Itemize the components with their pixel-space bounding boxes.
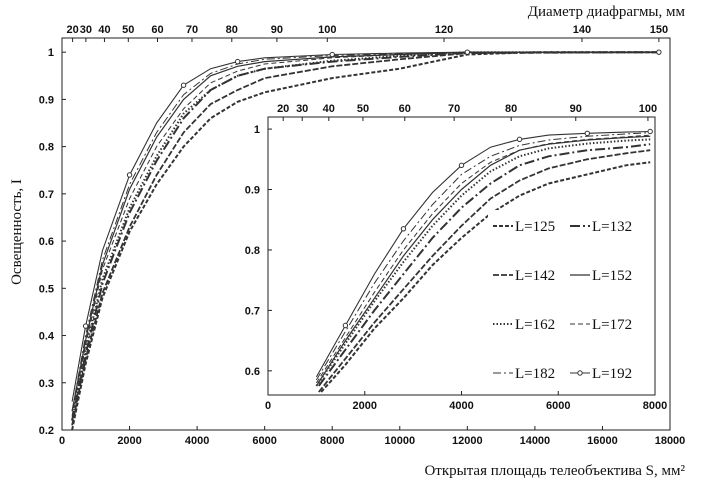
main-top-tick-label: 90 bbox=[271, 24, 283, 36]
main-series-line bbox=[71, 51, 659, 426]
legend-label: L=162 bbox=[515, 317, 555, 333]
legend-label: L=125 bbox=[515, 219, 555, 235]
inset-top-tick-label: 20 bbox=[277, 103, 289, 115]
main-x-tick-label: 2000 bbox=[117, 435, 141, 447]
main-y-tick-label: 1 bbox=[48, 47, 54, 59]
main-y-tick-label: 0.7 bbox=[39, 189, 54, 201]
x-axis-title: Открытая площадь телеобъектива S, мм² bbox=[424, 463, 685, 479]
main-top-tick-label: 120 bbox=[435, 24, 453, 36]
inset-y-tick-label: 0.9 bbox=[245, 185, 260, 197]
top-axis-title: Диаметр диафрагмы, мм bbox=[528, 4, 686, 20]
legend-marker bbox=[577, 370, 583, 376]
main-top-tick-label: 140 bbox=[573, 24, 591, 36]
main-series-marker bbox=[234, 58, 241, 65]
main-top-tick-label: 40 bbox=[98, 24, 110, 36]
main-x-tick-label: 10000 bbox=[384, 435, 415, 447]
main-top-tick-label: 80 bbox=[226, 24, 238, 36]
inset-chart: 0 2000 4000 6000 8000 0.6 0.7 0.8 0.9 1 20 30 40 50 60… bbox=[245, 103, 668, 412]
inset-x-tick-label: 4000 bbox=[449, 400, 473, 412]
main-y-tick-label: 0.8 bbox=[39, 142, 54, 154]
inset-x-tick-label: 2000 bbox=[353, 400, 377, 412]
legend: L=125 L=132 L=142 L=152 L=162 L=172 L=182 L=192 bbox=[488, 210, 648, 382]
main-series-line bbox=[71, 51, 659, 421]
main-series-line bbox=[71, 51, 659, 416]
main-series-line bbox=[71, 51, 659, 431]
main-y-tick-label: 0.2 bbox=[39, 425, 54, 437]
inset-x-tick-label: 6000 bbox=[546, 400, 570, 412]
legend-label: L=152 bbox=[592, 268, 632, 284]
inset-top-tick-label: 40 bbox=[323, 103, 335, 115]
main-x-tick-label: 16000 bbox=[587, 435, 618, 447]
main-top-tick-label: 60 bbox=[151, 24, 163, 36]
inset-top-tick-label: 80 bbox=[505, 103, 517, 115]
main-series-marker bbox=[656, 49, 662, 55]
inset-series-marker bbox=[400, 226, 407, 232]
inset-y-tick-label: 0.8 bbox=[245, 245, 260, 257]
main-x-tick-label: 4000 bbox=[185, 435, 209, 447]
main-top-tick-label: 70 bbox=[186, 24, 198, 36]
main-top-tick-label: 30 bbox=[80, 24, 92, 36]
main-top-tick-label: 50 bbox=[122, 24, 134, 36]
inset-series-marker bbox=[584, 130, 590, 137]
main-series-marker bbox=[126, 172, 133, 178]
inset-series-line bbox=[315, 135, 651, 387]
main-x-tick-label: 12000 bbox=[452, 435, 483, 447]
inset-series-line bbox=[317, 143, 651, 387]
main-x-tick-label: 8000 bbox=[320, 435, 344, 447]
inset-series-marker bbox=[458, 162, 465, 169]
inset-series-marker bbox=[647, 128, 653, 135]
main-y-tick-label: 0.3 bbox=[39, 378, 54, 390]
main-top-tick-label: 20 bbox=[66, 24, 78, 36]
main-x-tick-label: 18000 bbox=[655, 435, 686, 447]
inset-series-line bbox=[315, 138, 651, 387]
main-y-tick-label: 0.6 bbox=[39, 236, 54, 248]
inset-series-marker bbox=[342, 322, 349, 329]
main-series-marker bbox=[329, 51, 335, 58]
main-x-tick-label: 0 bbox=[59, 435, 65, 447]
legend-label: L=172 bbox=[592, 317, 632, 333]
main-series-marker bbox=[464, 49, 471, 55]
main-y-tick-label: 0.9 bbox=[39, 94, 54, 106]
inset-series-line bbox=[315, 134, 651, 384]
main-series-marker bbox=[82, 323, 89, 329]
inset-series-line bbox=[315, 130, 651, 378]
inset-series-line bbox=[320, 161, 651, 393]
inset-y-tick-label: 1 bbox=[254, 124, 260, 136]
main-series-line bbox=[71, 51, 659, 421]
inset-top-tick-label: 50 bbox=[357, 103, 369, 115]
main-y-tick-label: 0.5 bbox=[39, 283, 54, 295]
main-series-marker bbox=[180, 82, 187, 88]
legend-label: L=142 bbox=[515, 268, 555, 284]
main-x-tick-label: 6000 bbox=[252, 435, 276, 447]
inset-x-tick-label: 8000 bbox=[643, 400, 667, 412]
inset-y-tick-label: 0.7 bbox=[245, 305, 260, 317]
inset-top-tick-label: 70 bbox=[448, 103, 460, 115]
legend-label: L=192 bbox=[592, 366, 632, 382]
main-x-tick-label: 14000 bbox=[520, 435, 551, 447]
y-axis-title: Освещенность, I bbox=[9, 179, 25, 285]
legend-label: L=182 bbox=[515, 366, 555, 382]
inset-series-line bbox=[315, 132, 651, 381]
inset-series-line bbox=[318, 149, 651, 393]
inset-x-tick-label: 0 bbox=[265, 400, 271, 412]
legend-background bbox=[488, 210, 648, 380]
legend-label: L=132 bbox=[592, 219, 632, 235]
main-top-tick-label: 100 bbox=[318, 24, 336, 36]
inset-y-tick-label: 0.6 bbox=[245, 366, 260, 378]
main-y-tick-label: 0.4 bbox=[39, 331, 55, 343]
main-top-tick-label: 150 bbox=[650, 24, 668, 36]
inset-series-marker bbox=[516, 136, 523, 143]
inset-top-tick-label: 100 bbox=[639, 103, 657, 115]
inset-top-tick-label: 90 bbox=[570, 103, 582, 115]
inset-top-tick-label: 60 bbox=[399, 103, 411, 115]
main-series-line bbox=[71, 51, 659, 402]
inset-top-tick-label: 30 bbox=[296, 103, 308, 115]
